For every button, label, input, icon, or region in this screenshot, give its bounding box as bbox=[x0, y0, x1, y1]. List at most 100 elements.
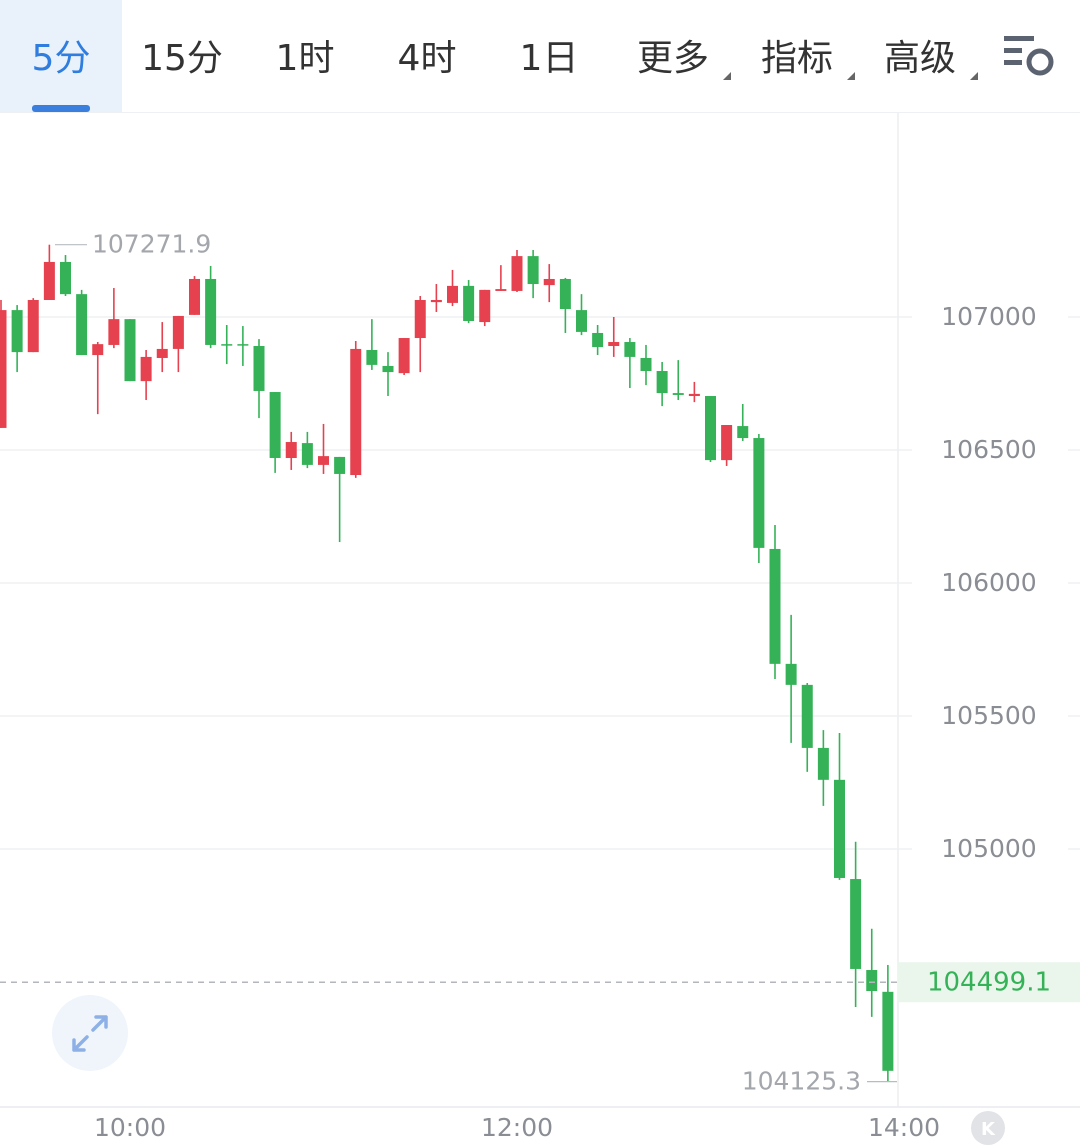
last-price-box bbox=[898, 962, 1080, 1003]
candle-body bbox=[785, 663, 797, 685]
tab-indicator bbox=[32, 105, 90, 112]
y-tick-label: 107000 bbox=[941, 302, 1036, 331]
tab[interactable]: 指标 bbox=[761, 38, 855, 80]
icon-gear bbox=[1026, 48, 1054, 76]
candle bbox=[11, 305, 23, 373]
candle-body bbox=[592, 332, 604, 348]
candle-body bbox=[640, 357, 652, 372]
candle-body bbox=[301, 443, 313, 465]
dropdown-triangle bbox=[723, 72, 731, 80]
candle bbox=[318, 423, 329, 474]
y-tick-label: 106500 bbox=[941, 435, 1036, 464]
tab[interactable]: 4时 bbox=[398, 38, 457, 79]
candle bbox=[205, 265, 217, 349]
k-badge-bg bbox=[971, 1111, 1005, 1145]
tab-label: 更多 bbox=[637, 38, 709, 79]
candle-body bbox=[334, 456, 346, 474]
candle bbox=[850, 841, 862, 1007]
x-tick-label: 14:00 bbox=[868, 1113, 940, 1142]
candle-body bbox=[608, 342, 620, 347]
settings-icon[interactable] bbox=[1004, 36, 1054, 76]
candle-body bbox=[76, 294, 88, 356]
candle-body bbox=[366, 349, 378, 365]
candle bbox=[640, 344, 652, 386]
candle bbox=[189, 276, 200, 315]
candle bbox=[801, 683, 813, 772]
y-tick-label: 105500 bbox=[941, 701, 1036, 730]
expand-button[interactable] bbox=[52, 995, 128, 1071]
tab[interactable]: 5分 bbox=[0, 0, 122, 112]
tab-bar: 5分 15分 1时 4时 1日 更多 指标 高级 bbox=[0, 0, 1080, 113]
tab-active-bg bbox=[0, 0, 122, 112]
candle bbox=[398, 338, 410, 375]
candle-body bbox=[27, 299, 39, 353]
expand-icon bbox=[72, 1015, 108, 1052]
candle bbox=[527, 249, 539, 299]
candle bbox=[382, 352, 394, 397]
candle bbox=[495, 265, 507, 291]
k-badge[interactable]: K bbox=[971, 1111, 1005, 1145]
candle bbox=[447, 269, 458, 307]
candle-body bbox=[721, 425, 733, 461]
candle bbox=[817, 730, 829, 806]
tab-label: 1时 bbox=[276, 38, 335, 79]
tab[interactable]: 15分 bbox=[141, 38, 223, 79]
candle-body bbox=[850, 879, 862, 969]
candle-body bbox=[0, 310, 7, 428]
candle-body bbox=[92, 344, 104, 356]
candle bbox=[753, 434, 765, 564]
candle-body bbox=[285, 442, 297, 458]
candle-body bbox=[414, 299, 426, 339]
candle-body bbox=[834, 779, 845, 878]
candle bbox=[576, 294, 587, 336]
candle-body bbox=[543, 278, 555, 286]
candle bbox=[43, 244, 55, 300]
candle-body bbox=[511, 256, 523, 291]
candle bbox=[156, 322, 168, 373]
candle-body bbox=[11, 310, 23, 353]
tab[interactable]: 高级 bbox=[884, 38, 978, 80]
icon-bar bbox=[1004, 36, 1034, 41]
candle bbox=[414, 296, 426, 373]
high-marker-label: 107271.9 bbox=[92, 230, 211, 259]
tab-label: 高级 bbox=[884, 38, 956, 79]
candle bbox=[27, 298, 39, 353]
candle-body bbox=[495, 289, 507, 291]
icon-bar bbox=[1004, 48, 1022, 53]
last-price-label: 104499.1 bbox=[927, 968, 1051, 998]
dropdown-triangle bbox=[970, 72, 978, 80]
candle-body bbox=[769, 548, 781, 664]
tab[interactable]: 1时 bbox=[276, 38, 335, 79]
candle bbox=[92, 342, 104, 415]
candle bbox=[834, 733, 845, 880]
tab[interactable]: 1日 bbox=[520, 38, 579, 79]
candle-body bbox=[447, 285, 458, 303]
candle-body bbox=[382, 365, 394, 373]
candle bbox=[721, 425, 733, 466]
candle bbox=[124, 319, 136, 382]
candle bbox=[672, 360, 684, 401]
candle-body bbox=[624, 342, 636, 357]
candle bbox=[559, 277, 571, 333]
candle-body bbox=[398, 338, 410, 374]
candle-body bbox=[656, 371, 668, 394]
candle-body bbox=[172, 315, 184, 349]
candle bbox=[221, 324, 233, 365]
candle-body bbox=[527, 256, 539, 285]
candle-body bbox=[753, 438, 765, 548]
y-tick-label: 106000 bbox=[941, 568, 1036, 597]
candle-body bbox=[672, 393, 684, 395]
candle bbox=[237, 326, 249, 366]
tab-label: 15分 bbox=[141, 38, 223, 79]
candle bbox=[511, 249, 523, 293]
candle-body bbox=[559, 278, 571, 310]
candle-body bbox=[801, 684, 813, 748]
candle-body bbox=[576, 310, 587, 332]
candle bbox=[334, 456, 346, 543]
candle bbox=[253, 339, 265, 419]
candle bbox=[463, 280, 475, 324]
candle bbox=[285, 431, 297, 470]
tab[interactable]: 更多 bbox=[637, 38, 731, 80]
